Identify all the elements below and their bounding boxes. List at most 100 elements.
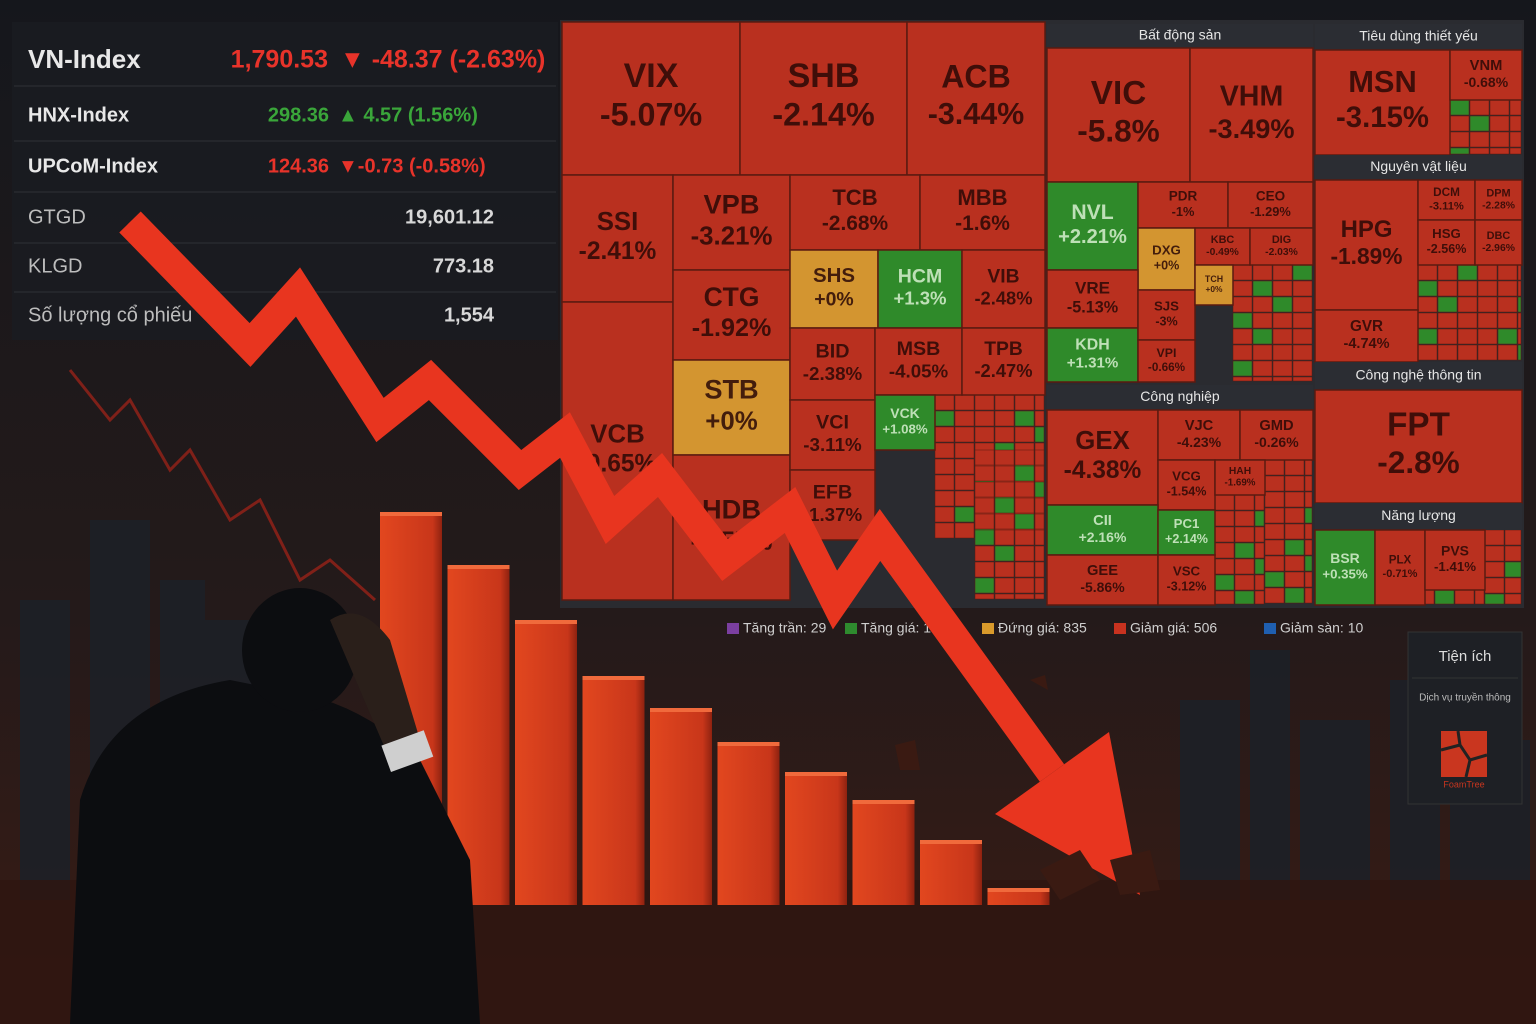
stock-tile[interactable] — [1239, 409, 1314, 461]
small-tile — [1304, 491, 1313, 508]
ticker: DBC — [1487, 230, 1511, 242]
small-tile — [994, 529, 1015, 546]
small-tile — [1264, 539, 1285, 556]
stock-tile[interactable] — [1417, 219, 1476, 266]
ticker: VCK — [890, 405, 919, 421]
stock-tile[interactable] — [1157, 459, 1216, 511]
small-tile — [1264, 475, 1285, 492]
change: +1.31% — [1067, 355, 1119, 372]
stock-tile[interactable] — [1314, 389, 1523, 504]
ticker: HAH — [1229, 466, 1251, 477]
stock-tile[interactable] — [1214, 459, 1266, 496]
small-tile — [1034, 465, 1045, 482]
ticker: HSG — [1432, 226, 1461, 241]
stock-tile[interactable] — [561, 21, 741, 176]
small-tile — [1477, 264, 1498, 281]
ticker: TPB — [984, 339, 1023, 360]
small-tile — [1292, 344, 1313, 361]
small-tile — [1284, 507, 1305, 524]
decor-bar-top — [515, 620, 577, 624]
stock-tile[interactable] — [1227, 181, 1314, 229]
stock-tile[interactable] — [672, 174, 791, 271]
stock-tile[interactable] — [1157, 409, 1241, 461]
index-change: ▼ -48.37 (-2.63%) — [340, 46, 545, 74]
stock-tile[interactable] — [1417, 179, 1476, 221]
stock-tile[interactable] — [739, 21, 908, 176]
stock-tile[interactable] — [1314, 309, 1419, 363]
foamtree-icon[interactable] — [1441, 731, 1487, 777]
stock-tile[interactable] — [877, 249, 963, 329]
stock-tile[interactable] — [1137, 227, 1196, 291]
small-tile — [1477, 296, 1498, 313]
small-tile — [1437, 264, 1458, 281]
stock-tile[interactable] — [961, 327, 1046, 396]
small-tile — [934, 458, 955, 475]
change: -5.8% — [1077, 113, 1160, 149]
stock-tile[interactable] — [561, 174, 674, 303]
stock-tile[interactable] — [1046, 269, 1139, 329]
stock-tile[interactable] — [1314, 49, 1451, 156]
decor-bar-top — [447, 565, 510, 569]
ticker: VPI — [1157, 346, 1177, 360]
stock-tile[interactable] — [1374, 529, 1426, 606]
stock-tile[interactable] — [1194, 264, 1234, 306]
stock-tile[interactable] — [1474, 219, 1523, 266]
small-tile — [954, 522, 975, 539]
sector-header — [1047, 24, 1313, 48]
stock-tile[interactable] — [874, 394, 936, 451]
index-label: UPCoM-Index — [28, 155, 158, 177]
small-tile — [1234, 590, 1255, 605]
stock-tile[interactable] — [1314, 529, 1376, 606]
stock-tile[interactable] — [906, 21, 1046, 176]
stock-tile[interactable] — [1137, 181, 1229, 229]
change: -3.11% — [803, 434, 862, 455]
small-tile — [1449, 131, 1470, 148]
stock-tile[interactable] — [1137, 289, 1196, 341]
stock-tile[interactable] — [789, 174, 921, 251]
stock-tile[interactable] — [1424, 529, 1486, 591]
change: -0.26% — [1254, 434, 1299, 450]
stock-tile[interactable] — [1449, 49, 1523, 101]
decor-bar-top — [852, 800, 915, 804]
stock-tile[interactable] — [1046, 554, 1159, 606]
small-tile — [1234, 558, 1255, 575]
small-tile — [1234, 494, 1255, 511]
small-tile — [1272, 344, 1293, 361]
ticker: VRE — [1075, 278, 1110, 297]
stock-tile[interactable] — [1046, 181, 1139, 271]
ticker: BID — [815, 340, 849, 362]
stock-tile[interactable] — [1249, 227, 1314, 266]
change: -1.92% — [692, 314, 772, 342]
stock-tile[interactable] — [919, 174, 1046, 251]
stock-tile[interactable] — [1046, 409, 1159, 506]
stock-tile[interactable] — [1189, 47, 1314, 183]
ticker: HPG — [1341, 216, 1393, 243]
stock-tile[interactable] — [1474, 179, 1523, 221]
small-tile — [1517, 328, 1522, 345]
ticker: GMD — [1259, 418, 1293, 434]
stock-tile[interactable] — [1137, 339, 1196, 383]
small-tile — [1484, 577, 1505, 594]
ticker: BSR — [1330, 550, 1359, 566]
background-trend — [68, 369, 376, 602]
small-tile — [1264, 555, 1285, 572]
stock-tile[interactable] — [1157, 554, 1216, 606]
ticker: CII — [1093, 513, 1112, 529]
ticker: GVR — [1350, 318, 1383, 335]
decor-bar — [717, 742, 780, 905]
small-tile — [1477, 312, 1498, 329]
ticker: DCM — [1433, 186, 1460, 199]
change: -2.41% — [579, 238, 657, 265]
stock-tile[interactable] — [1046, 504, 1159, 556]
stock-tile[interactable] — [1046, 47, 1191, 183]
stock-tile[interactable] — [672, 359, 791, 456]
small-tile — [1252, 296, 1273, 313]
change: -3.12% — [1167, 580, 1207, 594]
ticker: PLX — [1389, 554, 1412, 567]
stock-tile[interactable] — [789, 327, 876, 401]
stock-tile[interactable] — [789, 249, 879, 329]
stock-tile[interactable] — [672, 269, 791, 361]
small-tile — [1252, 344, 1273, 361]
small-tile — [1284, 539, 1305, 556]
small-tile — [1252, 360, 1273, 377]
